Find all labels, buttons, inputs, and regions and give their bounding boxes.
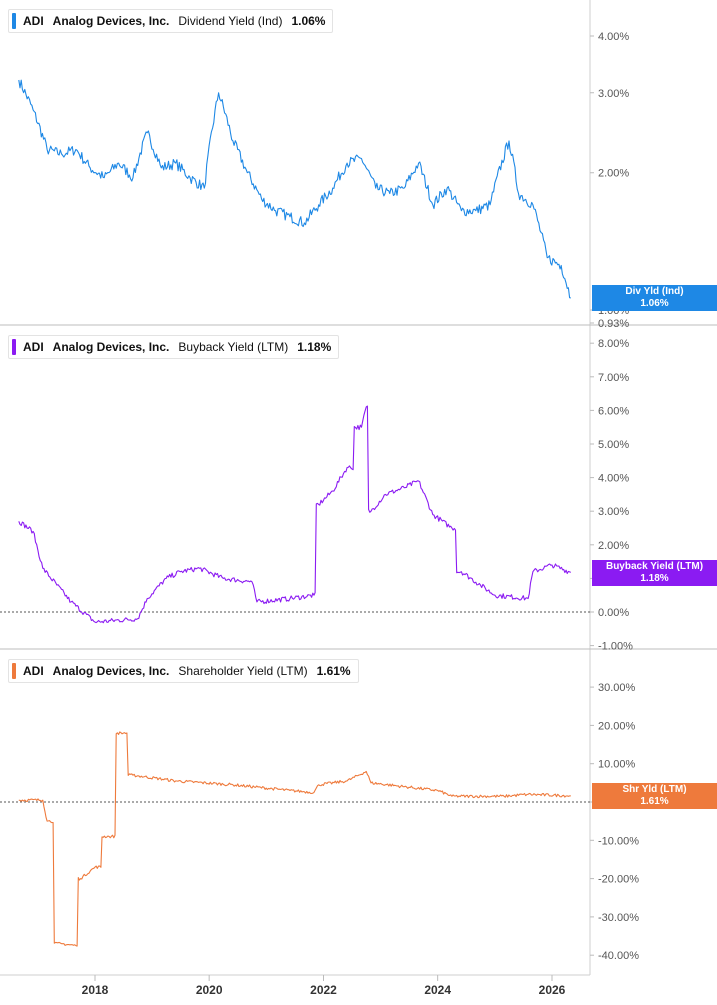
legend-ticker: ADI — [23, 14, 44, 28]
y-tick-label: 0.00% — [598, 607, 629, 619]
y-tick-label: 6.00% — [598, 405, 629, 417]
y-tick-label: 30.00% — [598, 682, 636, 694]
x-tick-label: 2022 — [310, 983, 337, 997]
last-value-tag-buyback: Buyback Yield (LTM) 1.18% — [592, 560, 717, 586]
series-color-swatch — [12, 339, 16, 355]
legend-ticker: ADI — [23, 664, 44, 678]
y-axis-ticks: 4.00%3.00%2.00%1.00%0.93%8.00%7.00%6.00%… — [590, 31, 639, 962]
legend-metric: Buyback Yield (LTM) — [178, 340, 289, 354]
y-tick-label: -1.00% — [598, 641, 633, 653]
dividend-yield-line — [18, 79, 571, 299]
series-color-swatch — [12, 663, 16, 679]
x-tick-label: 2020 — [196, 983, 223, 997]
legend-company: Analog Devices, Inc. — [52, 340, 170, 354]
series-color-swatch — [12, 13, 16, 29]
y-tick-label: 2.00% — [598, 168, 629, 180]
tag-label: Div Yld (Ind) — [625, 286, 684, 297]
legend-ticker: ADI — [23, 340, 44, 354]
legend-value: 1.61% — [316, 664, 351, 678]
y-tick-label: 3.00% — [598, 88, 629, 100]
legend-shareholder-yield: ADI Analog Devices, Inc. Shareholder Yie… — [8, 659, 359, 683]
tag-label: Shr Yld (LTM) — [622, 784, 687, 795]
tag-label: Buyback Yield (LTM) — [605, 561, 704, 572]
x-tick-label: 2024 — [424, 983, 451, 997]
x-tick-label: 2026 — [539, 983, 566, 997]
tag-value: 1.18% — [640, 573, 669, 584]
legend-company: Analog Devices, Inc. — [52, 14, 170, 28]
panel-frames — [0, 0, 717, 976]
last-value-tag-dividend: Div Yld (Ind) 1.06% — [592, 285, 717, 311]
y-tick-label: -40.00% — [598, 950, 639, 962]
y-tick-label: 8.00% — [598, 338, 629, 350]
y-tick-label: 3.00% — [598, 506, 629, 518]
y-tick-label: -20.00% — [598, 874, 639, 886]
y-tick-label: 10.00% — [598, 759, 636, 771]
x-axis: 2018 2020 2022 2024 2026 — [82, 975, 566, 997]
x-tick-label: 2018 — [82, 983, 109, 997]
y-tick-label: 4.00% — [598, 31, 629, 43]
legend-company: Analog Devices, Inc. — [52, 664, 170, 678]
legend-value: 1.06% — [291, 14, 326, 28]
y-tick-label: 0.93% — [598, 318, 629, 330]
y-tick-label: 20.00% — [598, 720, 636, 732]
y-tick-label: -10.00% — [598, 835, 639, 847]
y-tick-label: 2.00% — [598, 540, 629, 552]
tag-value: 1.61% — [640, 796, 669, 807]
last-value-tag-shareholder: Shr Yld (LTM) 1.61% — [592, 783, 717, 809]
y-tick-label: -30.00% — [598, 912, 639, 924]
legend-buyback-yield: ADI Analog Devices, Inc. Buyback Yield (… — [8, 335, 340, 359]
shareholder-yield-line — [18, 731, 571, 947]
legend-metric: Shareholder Yield (LTM) — [178, 664, 308, 678]
legend-dividend-yield: ADI Analog Devices, Inc. Dividend Yield … — [8, 9, 334, 33]
tag-value: 1.06% — [640, 298, 669, 309]
y-tick-label: 4.00% — [598, 473, 629, 485]
buyback-yield-line — [18, 405, 572, 624]
series-lines — [18, 79, 572, 947]
legend-value: 1.18% — [297, 340, 332, 354]
y-tick-label: 7.00% — [598, 372, 629, 384]
y-tick-label: 5.00% — [598, 439, 629, 451]
legend-metric: Dividend Yield (Ind) — [178, 14, 283, 28]
